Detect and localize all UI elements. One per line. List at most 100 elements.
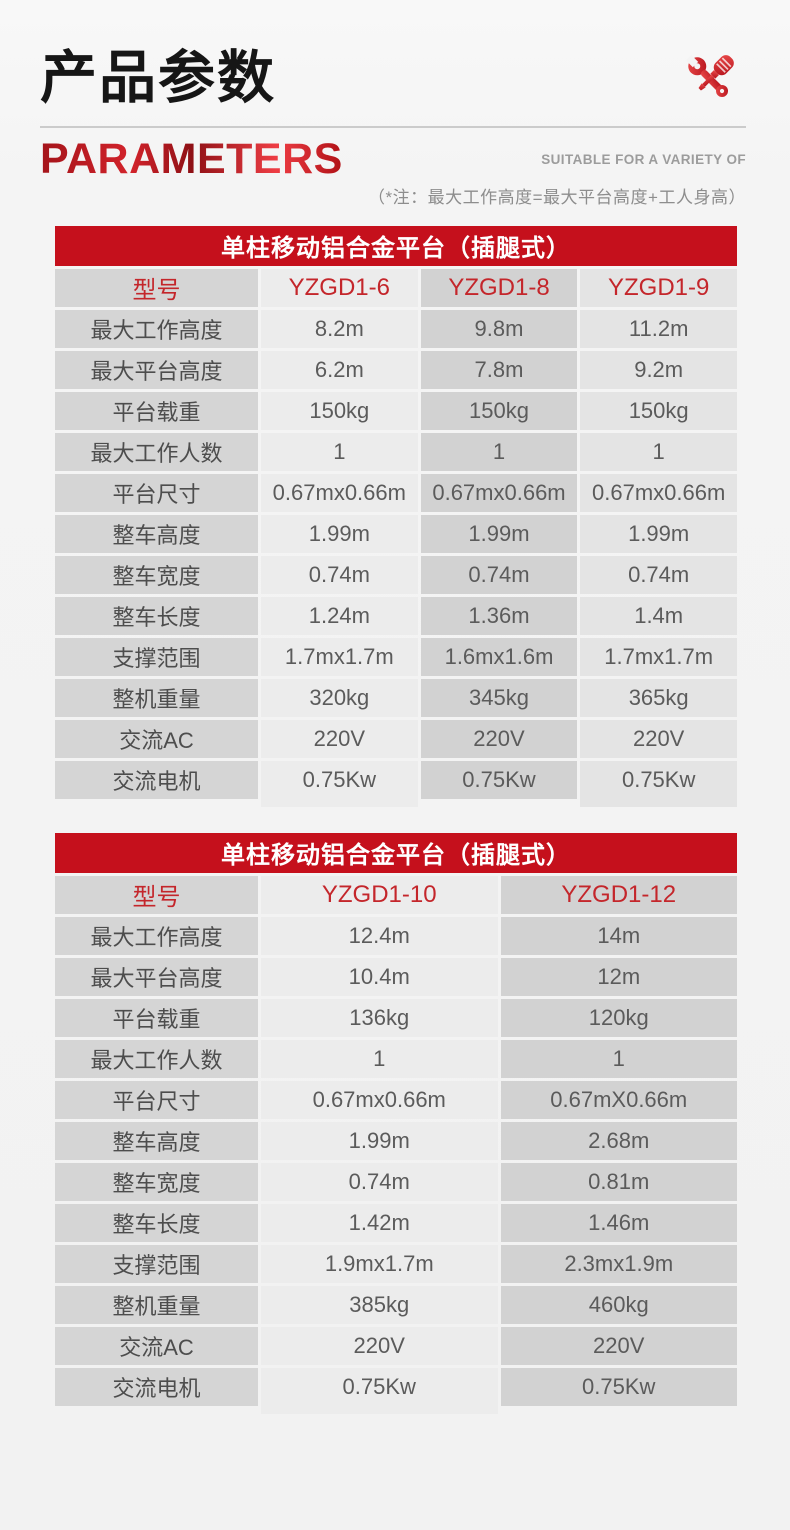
spec-label-cell: 支撑范围 xyxy=(55,1244,258,1283)
spec-value-cell: 6.2m xyxy=(261,350,418,389)
spec-value-cell: 1.99m xyxy=(261,1121,498,1160)
spec-value-cell: 345kg xyxy=(420,678,578,717)
table-row: 平台尺寸 0.67mx0.66m 0.67mX0.66m xyxy=(55,1080,737,1119)
table-row: 平台载重 150kg 150kg 150kg xyxy=(55,391,737,430)
spec-label-cell: 整车高度 xyxy=(55,514,258,553)
screwdriver-icon xyxy=(698,54,734,91)
spec-value-cell: 1.4m xyxy=(580,596,737,635)
table-row: 支撑范围 1.9mx1.7m 2.3mx1.9m xyxy=(55,1244,737,1283)
spec-value-cell: 8.2m xyxy=(261,309,418,348)
spec-value-cell: 1.99m xyxy=(420,514,578,553)
spec-value-cell: 1.36m xyxy=(420,596,578,635)
table-row: 整车高度 1.99m 1.99m 1.99m xyxy=(55,514,737,553)
spec-value-cell: 10.4m xyxy=(261,957,498,996)
spec-value-cell: 1.42m xyxy=(261,1203,498,1242)
model-label-header: 型号 xyxy=(55,268,258,307)
spec-label-cell: 最大工作人数 xyxy=(55,1039,258,1078)
spec-label-cell: 支撑范围 xyxy=(55,637,258,676)
pad-cell xyxy=(580,798,737,807)
spec-label-cell: 交流AC xyxy=(55,1326,258,1365)
spec-tables-section: 单柱移动铝合金平台（插腿式） 型号 YZGD1-6 YZGD1-8 YZGD1-9 最大工… xyxy=(0,208,790,1414)
spec-value-cell: 0.75Kw xyxy=(500,1367,737,1406)
parameters-heading: PARAMETERS xyxy=(40,134,343,183)
spec-value-cell: 0.67mX0.66m xyxy=(500,1080,737,1119)
spec-label-cell: 整机重量 xyxy=(55,1285,258,1324)
spec-label-cell: 交流AC xyxy=(55,719,258,758)
spec-value-cell: 1.46m xyxy=(500,1203,737,1242)
spec-value-cell: 320kg xyxy=(261,678,418,717)
spec-label-cell: 最大平台高度 xyxy=(55,350,258,389)
spec-value-cell: 0.75Kw xyxy=(261,760,418,799)
spec-label-cell: 平台载重 xyxy=(55,391,258,430)
spec-value-cell: 1.99m xyxy=(580,514,737,553)
table-bottom-pad xyxy=(55,1405,737,1414)
table-title: 单柱移动铝合金平台（插腿式） xyxy=(55,225,737,266)
spec-label-cell: 最大工作人数 xyxy=(55,432,258,471)
spec-value-cell: 0.81m xyxy=(500,1162,737,1201)
spec-label-cell: 交流电机 xyxy=(55,1367,258,1406)
spec-value-cell: 0.74m xyxy=(580,555,737,594)
spec-value-cell: 365kg xyxy=(580,678,737,717)
spec-label-cell: 平台尺寸 xyxy=(55,1080,258,1119)
page-title: 产品参数 xyxy=(40,46,276,110)
page-header: 产品参数 xyxy=(0,0,790,208)
spec-value-cell: 0.67mx0.66m xyxy=(580,473,737,512)
pad-cell xyxy=(261,1405,498,1414)
spec-value-cell: 460kg xyxy=(500,1285,737,1324)
spec-value-cell: 1.7mx1.7m xyxy=(261,637,418,676)
spec-label-cell: 最大平台高度 xyxy=(55,957,258,996)
spec-label-cell: 整机重量 xyxy=(55,678,258,717)
spec-value-cell: 0.74m xyxy=(261,555,418,594)
spec-value-cell: 1.99m xyxy=(261,514,418,553)
spec-value-cell: 136kg xyxy=(261,998,498,1037)
model-column-header: YZGD1-10 xyxy=(261,875,498,914)
table-row: 交流AC 220V 220V xyxy=(55,1326,737,1365)
spec-value-cell: 1 xyxy=(500,1039,737,1078)
spec-value-cell: 7.8m xyxy=(420,350,578,389)
spec-label-cell: 整车高度 xyxy=(55,1121,258,1160)
table-bottom-pad xyxy=(55,798,737,807)
model-column-header: YZGD1-9 xyxy=(580,268,737,307)
spec-label-cell: 最大工作高度 xyxy=(55,916,258,955)
spec-value-cell: 0.67mx0.66m xyxy=(420,473,578,512)
spec-label-cell: 整车长度 xyxy=(55,596,258,635)
spec-value-cell: 14m xyxy=(500,916,737,955)
spec-value-cell: 1.9mx1.7m xyxy=(261,1244,498,1283)
spec-value-cell: 1.24m xyxy=(261,596,418,635)
table-row: 整车长度 1.42m 1.46m xyxy=(55,1203,737,1242)
spec-label-cell: 交流电机 xyxy=(55,760,258,799)
spec-value-cell: 150kg xyxy=(420,391,578,430)
spec-label-cell: 整车宽度 xyxy=(55,1162,258,1201)
spec-value-cell: 1 xyxy=(261,432,418,471)
spec-value-cell: 0.67mx0.66m xyxy=(261,1080,498,1119)
table-header-row: 型号 YZGD1-10 YZGD1-12 xyxy=(55,875,737,914)
model-column-header: YZGD1-8 xyxy=(420,268,578,307)
table-header-row: 型号 YZGD1-6 YZGD1-8 YZGD1-9 xyxy=(55,268,737,307)
spec-value-cell: 1.6mx1.6m xyxy=(420,637,578,676)
spec-value-cell: 0.75Kw xyxy=(420,760,578,799)
spec-value-cell: 0.74m xyxy=(261,1162,498,1201)
spec-value-cell: 150kg xyxy=(261,391,418,430)
spec-value-cell: 0.67mx0.66m xyxy=(261,473,418,512)
note-text: （*注：最大工作高度=最大平台高度+工人身高） xyxy=(368,187,746,207)
table-row: 整车高度 1.99m 2.68m xyxy=(55,1121,737,1160)
spec-value-cell: 2.68m xyxy=(500,1121,737,1160)
spec-table-1: 单柱移动铝合金平台（插腿式） 型号 YZGD1-6 YZGD1-8 YZGD1-9 最大工… xyxy=(55,225,737,807)
spec-value-cell: 220V xyxy=(580,719,737,758)
spec-value-cell: 120kg xyxy=(500,998,737,1037)
table-row: 整机重量 385kg 460kg xyxy=(55,1285,737,1324)
spec-value-cell: 12.4m xyxy=(261,916,498,955)
spec-label-cell: 平台尺寸 xyxy=(55,473,258,512)
table-row: 整车宽度 0.74m 0.74m 0.74m xyxy=(55,555,737,594)
table-row: 整车长度 1.24m 1.36m 1.4m xyxy=(55,596,737,635)
pad-cell xyxy=(55,799,258,807)
table-row: 交流电机 0.75Kw 0.75Kw 0.75Kw xyxy=(55,760,737,799)
spec-label-cell: 整车宽度 xyxy=(55,555,258,594)
spec-value-cell: 9.2m xyxy=(580,350,737,389)
table-row: 最大工作高度 12.4m 14m xyxy=(55,916,737,955)
spec-value-cell: 220V xyxy=(420,719,578,758)
spec-value-cell: 220V xyxy=(261,719,418,758)
spec-value-cell: 12m xyxy=(500,957,737,996)
spec-value-cell: 9.8m xyxy=(420,309,578,348)
pad-cell xyxy=(421,799,578,807)
